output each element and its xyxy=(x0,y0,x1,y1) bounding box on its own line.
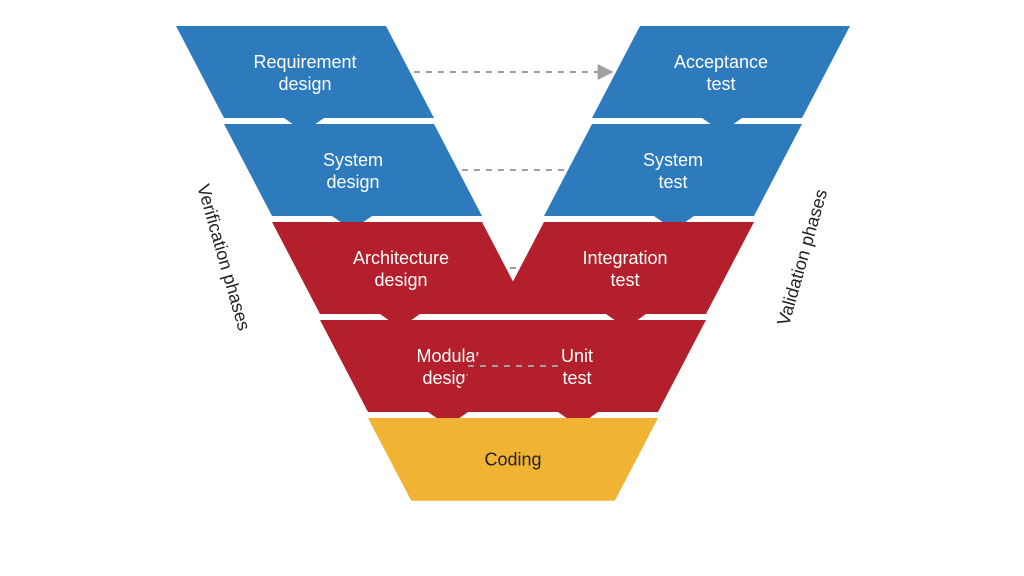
right-phase-label-1: System xyxy=(643,150,703,170)
right-phase-label-2: Integration xyxy=(582,248,667,268)
left-side-label: Verification phases xyxy=(193,182,254,333)
right-phase-label2-3: test xyxy=(562,368,591,388)
v-model-svg: RequirementdesignSystemdesignArchitectur… xyxy=(0,0,1024,576)
right-side-label: Validation phases xyxy=(773,187,831,328)
right-phase-label2-2: test xyxy=(610,270,639,290)
right-phase-label-3: Unit xyxy=(561,346,593,366)
right-phase-label2-0: test xyxy=(706,74,735,94)
coding-label: Coding xyxy=(484,449,541,469)
left-phase-label-1: System xyxy=(323,150,383,170)
right-phase-label-0: Acceptance xyxy=(674,52,768,72)
left-phase-label2-1: design xyxy=(326,172,379,192)
v-model-diagram: RequirementdesignSystemdesignArchitectur… xyxy=(0,0,1024,576)
left-phase-label-3: Modular xyxy=(416,346,481,366)
left-phase-label2-0: design xyxy=(278,74,331,94)
left-phase-label-0: Requirement xyxy=(253,52,356,72)
left-phase-label2-2: design xyxy=(374,270,427,290)
left-phase-label-2: Architecture xyxy=(353,248,449,268)
right-phase-label2-1: test xyxy=(658,172,687,192)
